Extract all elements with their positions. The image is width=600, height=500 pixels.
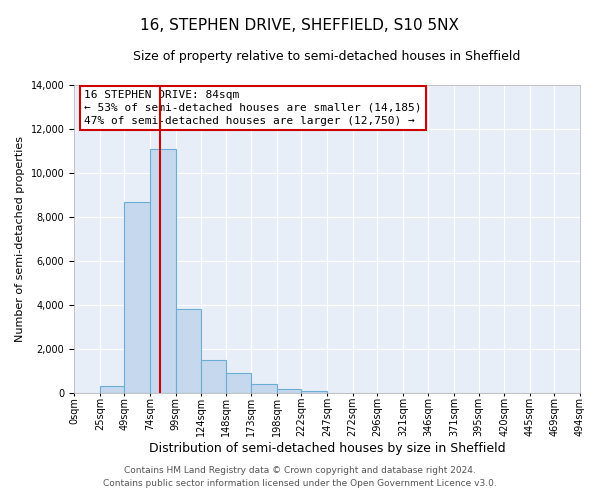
Bar xyxy=(176,309,201,393)
X-axis label: Distribution of semi-detached houses by size in Sheffield: Distribution of semi-detached houses by … xyxy=(149,442,505,455)
Y-axis label: Number of semi-detached properties: Number of semi-detached properties xyxy=(15,136,25,342)
Bar xyxy=(251,384,277,393)
Bar xyxy=(277,390,301,393)
Bar xyxy=(201,360,226,393)
Text: Contains HM Land Registry data © Crown copyright and database right 2024.
Contai: Contains HM Land Registry data © Crown c… xyxy=(103,466,497,487)
Bar xyxy=(100,386,124,393)
Bar xyxy=(226,373,251,393)
Bar xyxy=(124,202,150,393)
Bar xyxy=(150,149,176,393)
Bar xyxy=(301,390,327,393)
Text: 16, STEPHEN DRIVE, SHEFFIELD, S10 5NX: 16, STEPHEN DRIVE, SHEFFIELD, S10 5NX xyxy=(140,18,460,32)
Title: Size of property relative to semi-detached houses in Sheffield: Size of property relative to semi-detach… xyxy=(133,50,521,63)
Text: 16 STEPHEN DRIVE: 84sqm
← 53% of semi-detached houses are smaller (14,185)
47% o: 16 STEPHEN DRIVE: 84sqm ← 53% of semi-de… xyxy=(84,90,422,126)
